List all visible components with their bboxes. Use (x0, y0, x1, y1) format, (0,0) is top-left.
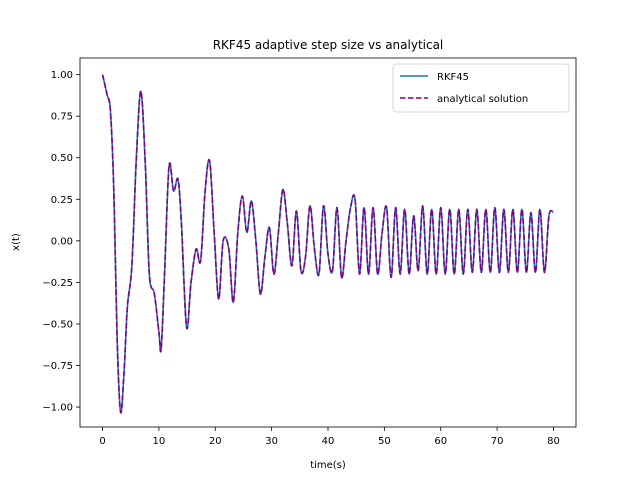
y-tick-label: 1.00 (51, 70, 73, 81)
series-layer (101, 74, 555, 414)
x-tick-label: 70 (491, 436, 504, 447)
y-tick-label: 0.75 (51, 112, 73, 123)
legend: RKF45 analytical solution (392, 63, 570, 113)
y-tick-label: 0.50 (51, 153, 73, 164)
x-axis-label: time(s) (310, 460, 346, 471)
x-tick-label: 20 (209, 436, 222, 447)
y-axis-label: x(t) (11, 233, 22, 251)
x-tick-label: 40 (322, 436, 335, 447)
x-tick-label: 30 (265, 436, 278, 447)
x-tick-label: 10 (153, 436, 166, 447)
legend-label-rkf45: RKF45 (437, 72, 469, 83)
legend-label-analytical: analytical solution (437, 94, 528, 105)
y-tick-label: 0.25 (51, 195, 73, 206)
chart-title: RKF45 adaptive step size vs analytical (213, 38, 444, 52)
y-tick-label: −1.00 (42, 403, 73, 414)
x-tick-label: 50 (378, 436, 391, 447)
y-tick-label: −0.50 (42, 319, 73, 330)
x-tick-label: 80 (547, 436, 560, 447)
y-tick-label: −0.25 (42, 278, 73, 289)
plot-area (80, 58, 576, 427)
x-tick-label: 60 (434, 436, 447, 447)
ticks-layer: 0 10 20 30 40 50 60 70 80 −1.00 −0.75 −0.50 −0.25 0.0… (42, 70, 559, 447)
legend-box (392, 63, 570, 113)
plot-frame (79, 57, 577, 428)
y-tick-label: 0.00 (51, 236, 73, 247)
series-line-analytical (101, 74, 555, 414)
y-tick-label: −0.75 (42, 361, 73, 372)
x-tick-label: 0 (99, 436, 105, 447)
